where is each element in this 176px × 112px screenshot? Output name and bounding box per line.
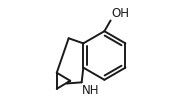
Text: NH: NH [82,83,100,96]
Text: OH: OH [111,7,129,20]
